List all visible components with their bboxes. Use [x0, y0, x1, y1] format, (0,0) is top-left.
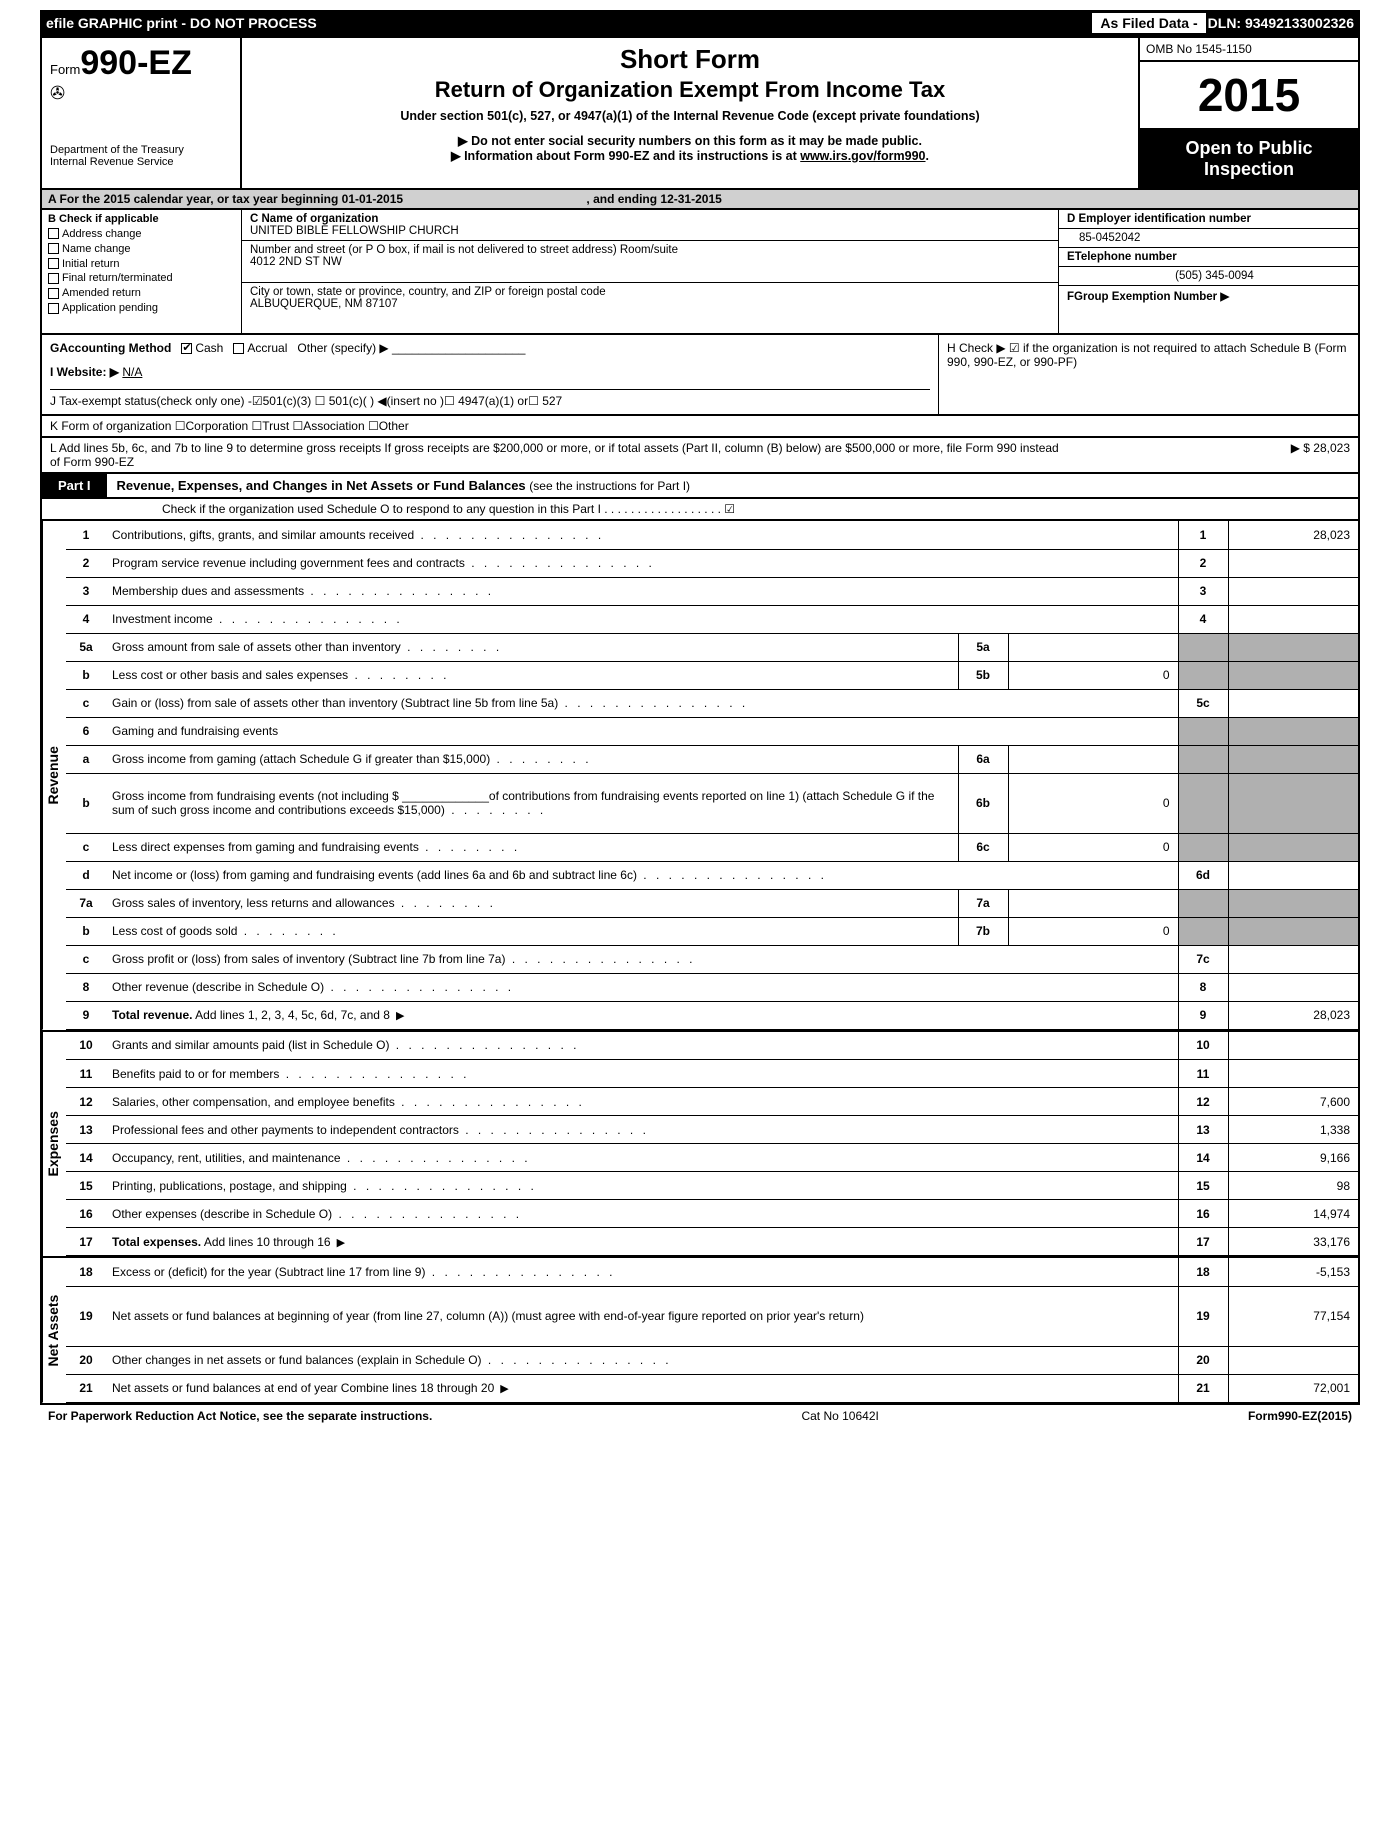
h-schedule-b: H Check ▶ ☑ if the organization is not r…: [938, 335, 1358, 414]
form-line: 21Net assets or fund balances at end of …: [66, 1374, 1358, 1402]
org-street: 4012 2ND ST NW: [250, 256, 1050, 268]
form-line: 6Gaming and fundraising events: [66, 717, 1358, 745]
omb-number: OMB No 1545-1150: [1140, 38, 1358, 62]
efile-label: efile GRAPHIC print - DO NOT PROCESS: [40, 15, 1090, 31]
ein-value: 85-0452042: [1059, 229, 1358, 248]
row-gh: GAccounting Method Cash Accrual Other (s…: [40, 335, 1360, 416]
website-value: N/A: [122, 365, 142, 379]
form-line: bLess cost or other basis and sales expe…: [66, 661, 1358, 689]
b-option: Address change: [48, 227, 235, 242]
form-line: 2Program service revenue including gover…: [66, 549, 1358, 577]
row-a-tax-year: A For the 2015 calendar year, or tax yea…: [40, 190, 1360, 210]
cash-checkbox[interactable]: [181, 343, 192, 354]
b-option: Final return/terminated: [48, 271, 235, 286]
title-return: Return of Organization Exempt From Incom…: [250, 77, 1130, 103]
form-line: 3Membership dues and assessments3: [66, 577, 1358, 605]
netassets-label: Net Assets: [42, 1258, 66, 1403]
open-public-2: Inspection: [1144, 159, 1354, 180]
netassets-section: Net Assets 18Excess or (deficit) for the…: [40, 1258, 1360, 1405]
form-line: 18Excess or (deficit) for the year (Subt…: [66, 1258, 1358, 1286]
form-line: 5aGross amount from sale of assets other…: [66, 633, 1358, 661]
open-public-1: Open to Public: [1144, 138, 1354, 159]
as-filed-label: As Filed Data -: [1090, 11, 1207, 35]
form-line: 10Grants and similar amounts paid (list …: [66, 1032, 1358, 1060]
bullet-info: ▶ Information about Form 990-EZ and its …: [451, 149, 800, 163]
form-label: Form: [50, 62, 80, 77]
sched-o-check: Check if the organization used Schedule …: [40, 499, 1360, 521]
form-header: Form990-EZ ✇ Department of the Treasury …: [40, 36, 1360, 190]
irs-link[interactable]: www.irs.gov/form990: [800, 149, 925, 163]
expenses-section: Expenses 10Grants and similar amounts pa…: [40, 1032, 1360, 1259]
l-gross-receipts: L Add lines 5b, 6c, and 7b to line 9 to …: [40, 438, 1360, 474]
title-short-form: Short Form: [250, 44, 1130, 75]
org-city: ALBUQUERQUE, NM 87107: [250, 298, 1050, 310]
form-line: cGain or (loss) from sale of assets othe…: [66, 689, 1358, 717]
bullet-ssn: ▶ Do not enter social security numbers o…: [250, 133, 1130, 148]
b-option: Application pending: [48, 301, 235, 316]
section-bcd: B Check if applicable Address changeName…: [40, 210, 1360, 335]
k-form-org: K Form of organization ☐Corporation ☐Tru…: [40, 416, 1360, 438]
form-line: 14Occupancy, rent, utilities, and mainte…: [66, 1144, 1358, 1172]
b-label: B Check if applicable: [48, 213, 159, 225]
revenue-section: Revenue 1Contributions, gifts, grants, a…: [40, 521, 1360, 1032]
form-line: cGross profit or (loss) from sales of in…: [66, 945, 1358, 973]
b-option: Name change: [48, 242, 235, 257]
expenses-label: Expenses: [42, 1032, 66, 1257]
form-line: bLess cost of goods sold7b0: [66, 917, 1358, 945]
l-amount: ▶ $ 28,023: [1291, 441, 1350, 469]
part1-header: Part I Revenue, Expenses, and Changes in…: [40, 474, 1360, 499]
b-option: Amended return: [48, 286, 235, 301]
form-line: 19Net assets or fund balances at beginni…: [66, 1286, 1358, 1346]
form-line: 11Benefits paid to or for members11: [66, 1060, 1358, 1088]
form-line: 9Total revenue. Add lines 1, 2, 3, 4, 5c…: [66, 1001, 1358, 1029]
form-line: aGross income from gaming (attach Schedu…: [66, 745, 1358, 773]
form-line: cLess direct expenses from gaming and fu…: [66, 833, 1358, 861]
revenue-label: Revenue: [42, 521, 66, 1030]
dept-treasury: Department of the Treasury: [50, 144, 232, 156]
form-number: 990-EZ: [80, 44, 192, 82]
dept-irs: Internal Revenue Service: [50, 156, 232, 168]
b-option: Initial return: [48, 257, 235, 272]
page-footer: For Paperwork Reduction Act Notice, see …: [40, 1405, 1360, 1427]
topbar: efile GRAPHIC print - DO NOT PROCESS As …: [40, 10, 1360, 36]
form-line: 16Other expenses (describe in Schedule O…: [66, 1200, 1358, 1228]
form-line: 15Printing, publications, postage, and s…: [66, 1172, 1358, 1200]
form-line: 12Salaries, other compensation, and empl…: [66, 1088, 1358, 1116]
form-line: dNet income or (loss) from gaming and fu…: [66, 861, 1358, 889]
form-line: 20Other changes in net assets or fund ba…: [66, 1346, 1358, 1374]
form-line: 17Total expenses. Add lines 10 through 1…: [66, 1228, 1358, 1256]
form-line: 8Other revenue (describe in Schedule O)8: [66, 973, 1358, 1001]
j-tax-exempt: J Tax-exempt status(check only one) -☑50…: [50, 389, 930, 408]
form-line: 7aGross sales of inventory, less returns…: [66, 889, 1358, 917]
subtitle: Under section 501(c), 527, or 4947(a)(1)…: [250, 109, 1130, 123]
form-line: 13Professional fees and other payments t…: [66, 1116, 1358, 1144]
form-line: 1Contributions, gifts, grants, and simil…: [66, 521, 1358, 549]
form-line: bGross income from fundraising events (n…: [66, 773, 1358, 833]
form-line: 4Investment income4: [66, 605, 1358, 633]
group-exempt: FGroup Exemption Number ▶: [1067, 291, 1229, 303]
org-name: UNITED BIBLE FELLOWSHIP CHURCH: [250, 225, 1050, 237]
tax-year: 2015: [1140, 62, 1358, 130]
tel-value: (505) 345-0094: [1059, 267, 1358, 286]
dln-label: DLN: 93492133002326: [1208, 15, 1360, 31]
accrual-checkbox[interactable]: [233, 343, 244, 354]
